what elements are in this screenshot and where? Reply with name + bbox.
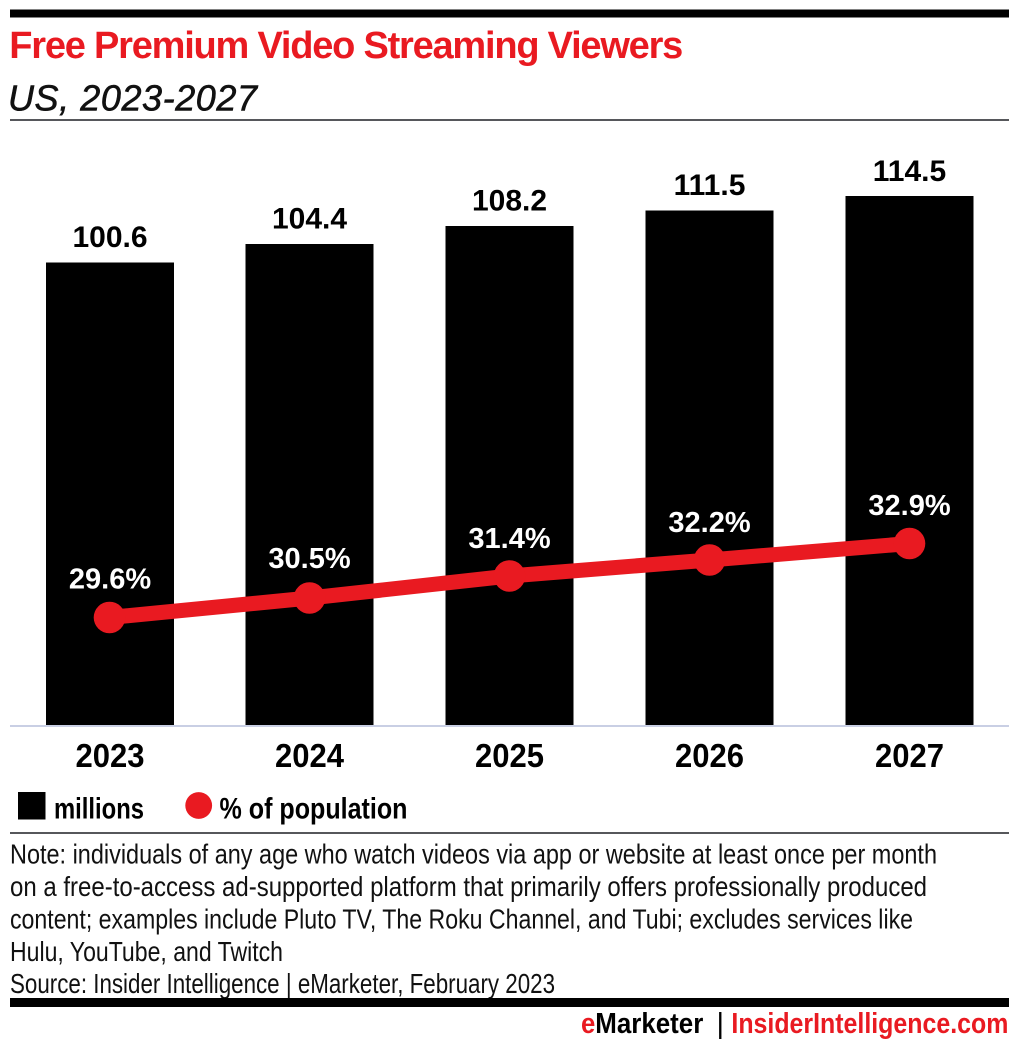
svg-text:|: | bbox=[717, 1008, 725, 1040]
svg-text:100.6: 100.6 bbox=[72, 221, 147, 254]
svg-text:29.6%: 29.6% bbox=[69, 564, 151, 596]
svg-text:content; examples include Plut: content; examples include Pluto TV, The … bbox=[10, 904, 913, 935]
svg-text:2023: 2023 bbox=[76, 738, 145, 775]
svg-text:2027: 2027 bbox=[875, 738, 944, 775]
svg-text:on a free-to-access ad-support: on a free-to-access ad-supported platfor… bbox=[10, 871, 927, 902]
svg-text:114.5: 114.5 bbox=[873, 155, 946, 188]
svg-text:US, 2023-2027: US, 2023-2027 bbox=[8, 78, 259, 119]
svg-text:104.4: 104.4 bbox=[272, 203, 347, 236]
svg-text:InsiderIntelligence.com: InsiderIntelligence.com bbox=[731, 1008, 1008, 1040]
svg-text:e: e bbox=[581, 1008, 595, 1040]
svg-text:32.2%: 32.2% bbox=[668, 507, 750, 539]
svg-text:2026: 2026 bbox=[675, 738, 744, 775]
svg-text:Hulu, YouTube, and Twitch: Hulu, YouTube, and Twitch bbox=[10, 936, 283, 967]
svg-text:Note: individuals of any age w: Note: individuals of any age who watch v… bbox=[10, 839, 937, 870]
svg-text:32.9%: 32.9% bbox=[868, 490, 950, 522]
svg-text:30.5%: 30.5% bbox=[268, 543, 350, 575]
svg-text:2025: 2025 bbox=[475, 738, 544, 775]
svg-text:Free Premium Video Streaming V: Free Premium Video Streaming Viewers bbox=[9, 25, 683, 67]
svg-text:Marketer: Marketer bbox=[595, 1008, 703, 1040]
svg-text:108.2: 108.2 bbox=[472, 185, 547, 218]
svg-text:millions: millions bbox=[54, 793, 144, 826]
svg-text:Source: Insider Intelligence |: Source: Insider Intelligence | eMarketer… bbox=[10, 968, 555, 999]
svg-text:31.4%: 31.4% bbox=[468, 523, 550, 555]
svg-text:111.5: 111.5 bbox=[674, 169, 746, 202]
svg-text:2024: 2024 bbox=[275, 738, 344, 775]
svg-text:% of population: % of population bbox=[220, 793, 408, 826]
